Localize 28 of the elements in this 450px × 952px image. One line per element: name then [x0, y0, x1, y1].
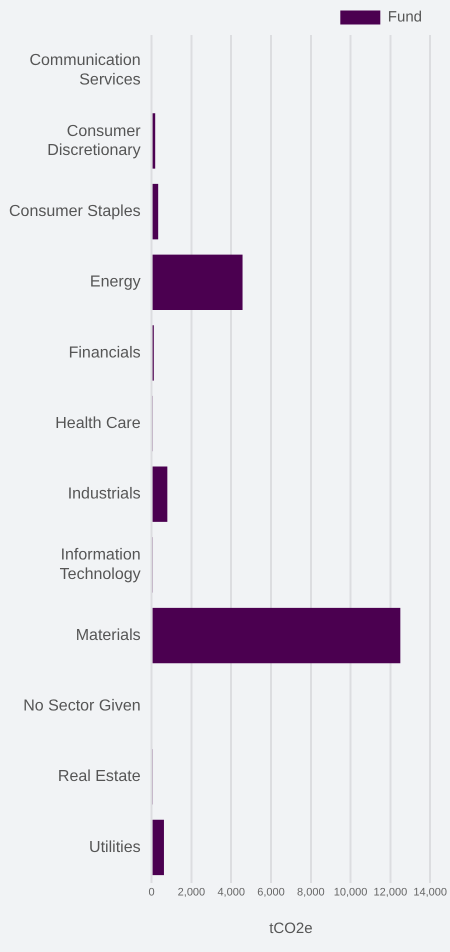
- bar: [152, 113, 156, 169]
- x-tick-label: 6,000: [257, 886, 285, 898]
- y-tick-label: Real Estate: [58, 768, 141, 786]
- y-tick-label: Energy: [90, 274, 141, 291]
- y-tick-label: Financials: [68, 344, 141, 362]
- x-tick-label: 4,000: [217, 886, 245, 898]
- y-tick-label: Communication Services: [29, 52, 141, 88]
- y-tick-label: Information Technology: [60, 546, 141, 583]
- y-tick-label: No Sector Given: [23, 698, 141, 715]
- x-tick-label: 0: [148, 886, 155, 898]
- x-tick-label: 12,000: [374, 886, 408, 898]
- y-tick-label: Industrials: [68, 486, 141, 503]
- y-tick-label: Utilities: [89, 838, 141, 856]
- y-tick-label: Consumer Discretionary: [47, 122, 142, 159]
- bar: [152, 254, 243, 310]
- x-tick-label: 8,000: [297, 886, 325, 898]
- y-tick-label: Health Care: [55, 414, 141, 432]
- x-tick-label: 10,000: [334, 886, 368, 898]
- bar: [152, 466, 168, 522]
- bar: [152, 820, 164, 876]
- y-tick-label: Materials: [76, 626, 141, 644]
- legend-label: Fund: [388, 8, 422, 26]
- x-tick-label: 14,000: [413, 886, 448, 898]
- y-tick-label: Consumer Staples: [8, 203, 141, 220]
- bar: [152, 608, 400, 664]
- x-tick-label: 2,000: [178, 886, 206, 898]
- bar: [152, 184, 158, 240]
- x-axis-title: tCO2e: [269, 920, 313, 938]
